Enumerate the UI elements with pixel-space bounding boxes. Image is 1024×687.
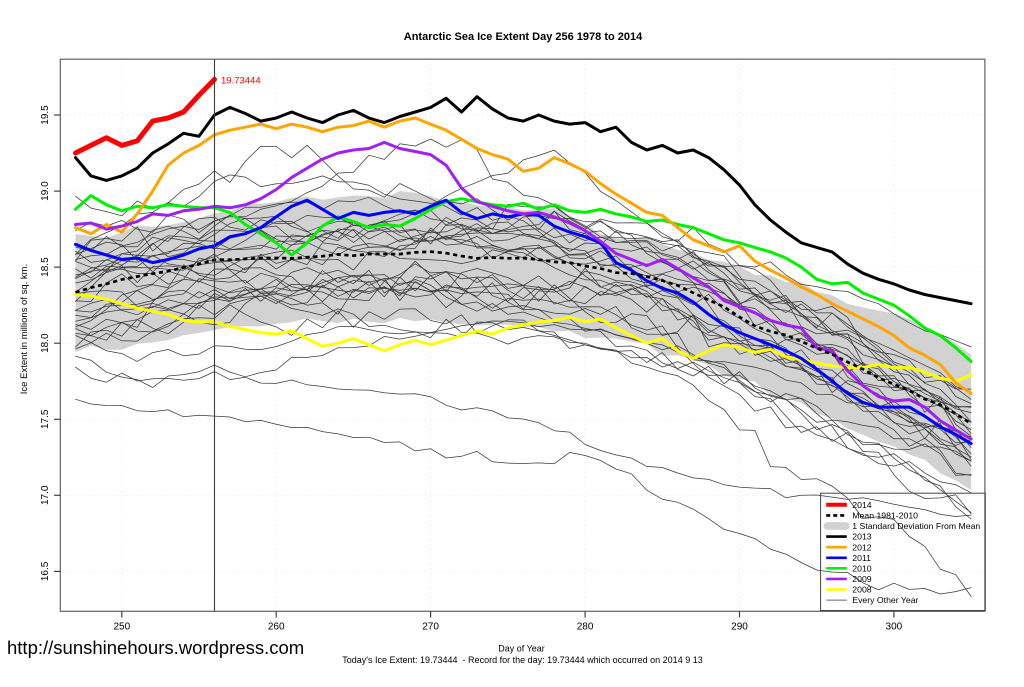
svg-text:2013: 2013 xyxy=(852,532,871,542)
svg-text:Mean 1981-2010: Mean 1981-2010 xyxy=(852,511,918,521)
svg-text:19.73444: 19.73444 xyxy=(221,76,261,87)
svg-text:2010: 2010 xyxy=(852,563,871,573)
svg-text:http://sunshinehours.wordpress: http://sunshinehours.wordpress.com xyxy=(7,637,304,658)
svg-text:2009: 2009 xyxy=(852,574,871,584)
svg-text:Antarctic Sea Ice Extent Day 2: Antarctic Sea Ice Extent Day 256 1978 to… xyxy=(404,31,643,43)
svg-text:270: 270 xyxy=(422,622,439,633)
svg-text:290: 290 xyxy=(731,622,748,633)
svg-text:Today's Ice Extent: 19.73444: Today's Ice Extent: 19.73444 - Record fo… xyxy=(342,655,702,665)
svg-text:19.5: 19.5 xyxy=(40,105,51,125)
svg-text:260: 260 xyxy=(268,622,285,633)
svg-text:1 Standard Deviation From Mean: 1 Standard Deviation From Mean xyxy=(852,521,980,531)
svg-text:18.0: 18.0 xyxy=(40,333,51,353)
svg-text:17.0: 17.0 xyxy=(40,485,51,505)
svg-text:Every Other Year: Every Other Year xyxy=(852,595,918,605)
svg-text:Ice Extent in millions of sq.: Ice Extent in millions of sq. km. xyxy=(19,264,30,394)
svg-text:18.5: 18.5 xyxy=(40,257,51,277)
svg-text:17.5: 17.5 xyxy=(40,409,51,429)
svg-text:2008: 2008 xyxy=(852,585,871,595)
svg-text:2012: 2012 xyxy=(852,542,871,552)
svg-text:280: 280 xyxy=(577,622,594,633)
svg-text:Day of Year: Day of Year xyxy=(498,644,545,654)
svg-text:300: 300 xyxy=(886,622,903,633)
svg-text:2014: 2014 xyxy=(852,500,871,510)
svg-text:16.5: 16.5 xyxy=(40,561,51,581)
svg-text:19.0: 19.0 xyxy=(40,181,51,201)
svg-text:250: 250 xyxy=(113,622,130,633)
svg-text:2011: 2011 xyxy=(852,553,871,563)
